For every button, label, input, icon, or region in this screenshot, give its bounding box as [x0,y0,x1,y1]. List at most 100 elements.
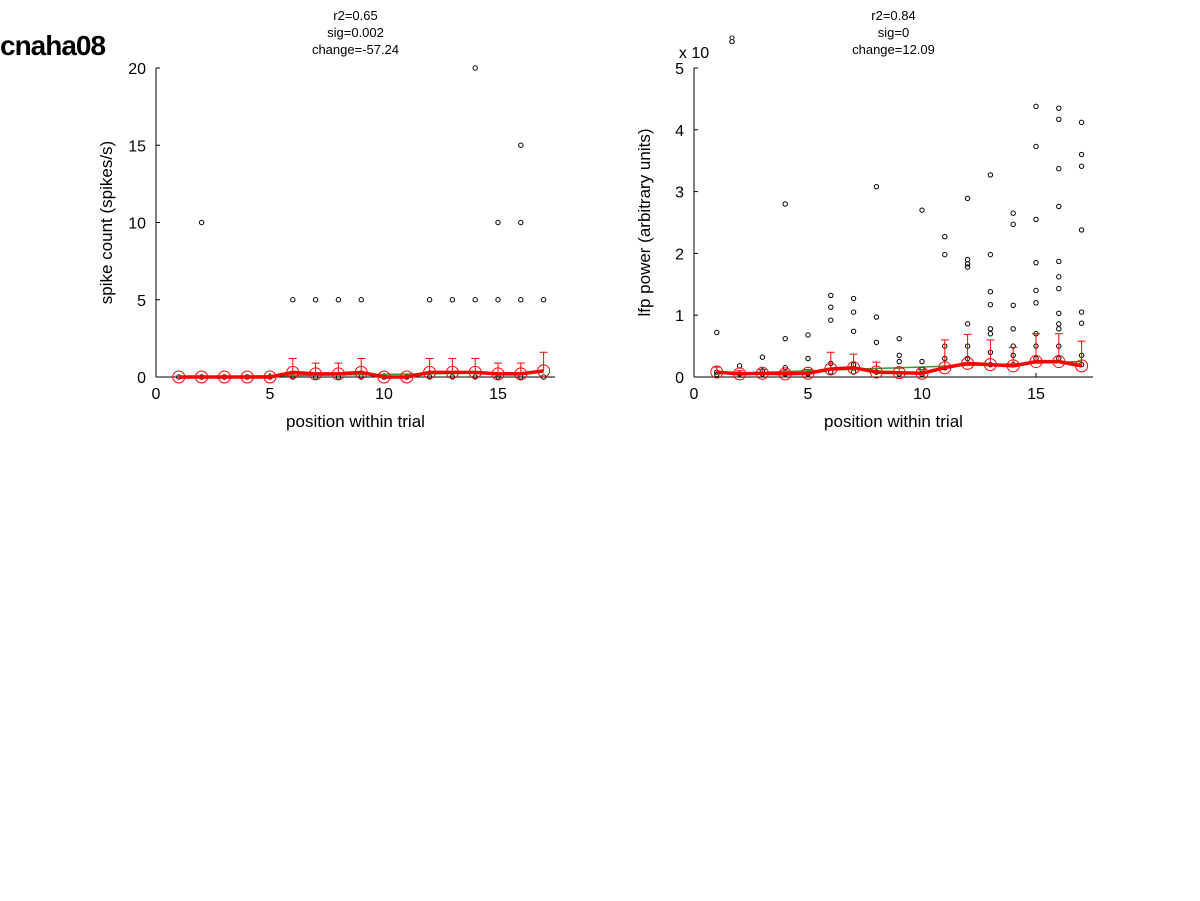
mean-marker [983,358,997,372]
data-point [850,295,857,302]
mean-marker [445,365,459,379]
data-point [540,374,547,380]
stats-label: sig=0 [878,25,909,40]
data-point [782,335,788,342]
stats-label: change=-57.24 [312,42,399,57]
data-point [1033,216,1039,223]
data-point [919,358,925,365]
data-point [1056,203,1062,210]
mean-marker [309,367,323,381]
mean-marker [240,370,254,384]
data-point [987,251,994,258]
data-point [1033,287,1039,294]
mean-marker [217,370,231,384]
data-point [1078,320,1085,326]
y-tick-label: 0 [675,370,684,387]
data-point [1056,116,1062,122]
mean-marker [1075,359,1089,373]
data-point [1056,326,1062,332]
mean-marker [491,367,505,381]
data-point [828,304,834,310]
mean-marker [961,356,975,370]
mean-marker [468,365,482,379]
mean-marker [892,366,906,380]
data-point [1078,227,1085,233]
data-point [805,355,811,362]
data-point [1078,151,1085,158]
y-tick-label: 1 [675,308,684,325]
data-point [896,352,902,359]
data-point [805,332,811,338]
data-point [828,292,834,299]
data-point [1078,309,1085,315]
mean-marker [423,365,437,379]
x-tick-label: 10 [375,386,393,403]
mean-marker [377,370,391,384]
data-point [850,309,857,315]
data-point [358,297,364,303]
mean-marker [263,370,277,384]
mean-line [716,359,1082,376]
mean-marker [514,367,528,381]
figure-title: cnaha08 [0,30,106,61]
mean-marker [733,367,747,381]
data-point [714,329,720,336]
data-point [987,331,994,337]
y-tick-label: 15 [128,138,146,155]
y-tick-label: 10 [128,216,146,233]
mean-marker [824,362,838,376]
data-point [198,219,205,226]
data-point [873,339,880,346]
data-point [987,289,994,295]
data-point [896,358,902,365]
y-exponent-power: 8 [729,33,736,47]
x-axis-label: position within trial [824,412,963,431]
y-tick-label: 0 [137,370,146,387]
data-point [472,297,478,303]
data-point [1056,258,1062,265]
data-point [1056,105,1062,111]
data-point [335,297,342,303]
data-point [472,374,478,380]
data-point [1033,259,1039,266]
data-point [782,201,788,207]
data-point [987,326,994,332]
mean-marker [172,370,186,384]
mean-marker [938,361,952,375]
mean-marker [1006,359,1020,373]
mean-marker [195,370,209,384]
data-point [942,234,948,240]
data-point [964,261,971,267]
data-point [1078,119,1085,126]
data-point [495,297,501,303]
data-point [964,264,971,270]
y-axis-label: spike count (spikes/s) [97,141,116,304]
data-point [1010,221,1016,228]
mean-marker [286,365,300,379]
data-point [873,314,880,320]
data-point [1010,302,1016,309]
stats-label: r2=0.84 [871,8,915,23]
x-tick-label: 5 [266,386,275,403]
data-point [426,374,433,380]
x-tick-label: 15 [489,386,507,403]
mean-marker [400,370,414,384]
data-point [964,321,971,327]
mean-marker [354,365,368,379]
chart-panel-1: r2=0.65 sig=0.002 change=-57.24 0 5 10 15 0 5 10 1… [97,8,555,431]
data-point [782,365,788,371]
data-point [290,374,296,380]
stats-label: change=12.09 [852,42,935,57]
data-point [828,317,834,323]
data-point [1010,326,1016,332]
y-axis-label: lfp power (arbitrary units) [635,128,654,316]
data-point [964,256,971,263]
mean-marker [801,366,815,380]
data-point [1033,300,1039,306]
mean-marker [331,367,345,381]
data-point [759,354,766,360]
x-tick-label: 15 [1027,386,1045,403]
mean-marker [537,364,551,378]
